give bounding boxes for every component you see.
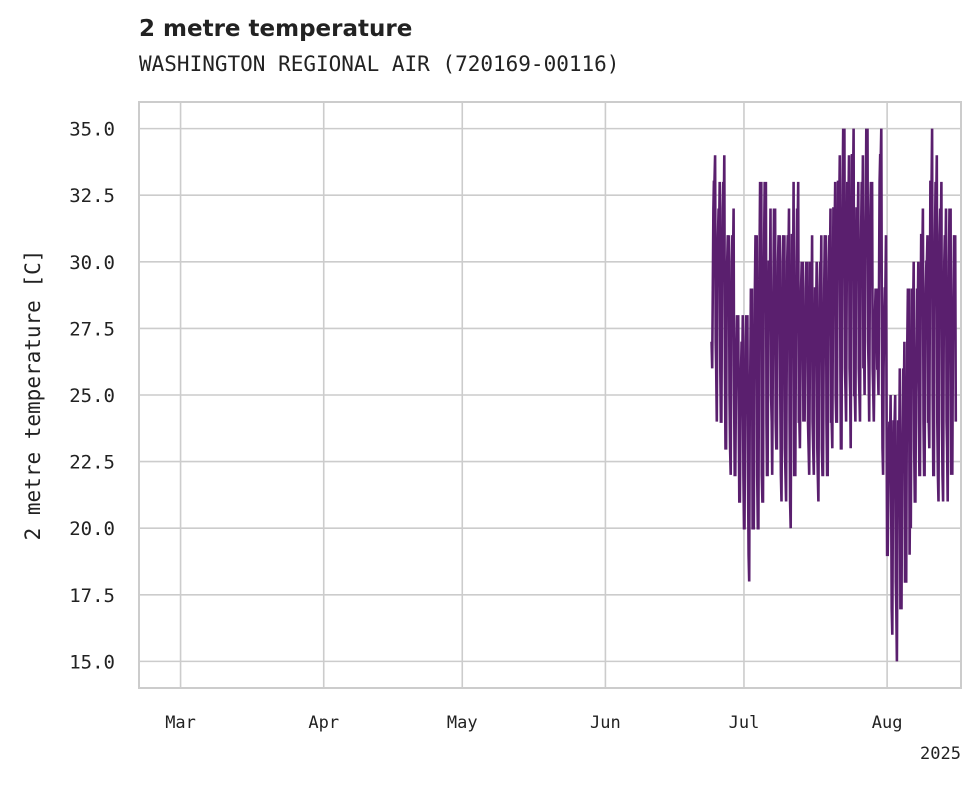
y-tick-label: 17.5 <box>69 585 115 607</box>
x-tick-label: Aug <box>872 713 903 733</box>
chart-title: 2 metre temperature <box>139 16 413 42</box>
year-label: 2025 <box>920 744 961 764</box>
series-layer <box>710 128 958 662</box>
x-tick-labels: Mar Apr May Jun Jul Aug <box>165 713 902 733</box>
x-tick-label: Apr <box>308 713 339 733</box>
y-tick-label: 15.0 <box>69 651 115 673</box>
y-tick-label: 20.0 <box>69 518 115 540</box>
y-tick-label: 35.0 <box>69 119 115 141</box>
x-tick-label: Mar <box>165 713 196 733</box>
y-tick-labels: 15.0 17.5 20.0 22.5 25.0 27.5 30.0 32.5 35.0 <box>69 119 115 674</box>
y-tick-label: 25.0 <box>69 385 115 407</box>
x-tick-label: Jul <box>729 713 760 733</box>
x-tick-label: May <box>447 713 478 733</box>
x-tick-label: Jun <box>590 713 621 733</box>
y-tick-label: 32.5 <box>69 185 115 207</box>
y-tick-label: 27.5 <box>69 318 115 340</box>
y-axis-label: 2 metre temperature [C] <box>21 250 45 541</box>
y-tick-label: 22.5 <box>69 452 115 474</box>
y-tick-label: 30.0 <box>69 252 115 274</box>
temperature-series-line <box>710 128 958 662</box>
plot-frame <box>138 101 962 689</box>
chart-subtitle: WASHINGTON REGIONAL AIR (720169-00116) <box>139 52 620 76</box>
